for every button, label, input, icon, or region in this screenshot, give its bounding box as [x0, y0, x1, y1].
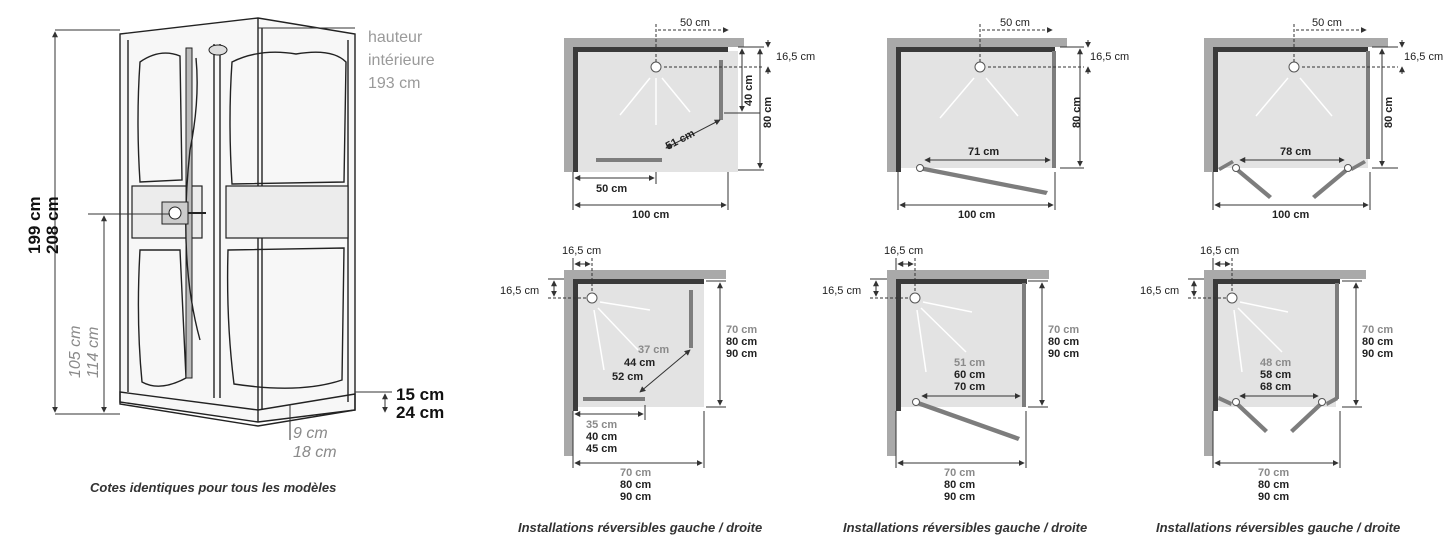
plan-t2-width: 100 cm: [958, 209, 996, 221]
plan-t1-offset: 16,5 cm: [776, 51, 815, 63]
mixer-height-label-b: 114 cm: [85, 327, 102, 378]
inner-height-line3: 193 cm: [368, 75, 420, 92]
plan-b1-depth-b: 80 cm: [726, 336, 757, 348]
total-height-label-b: 208 cm: [43, 196, 62, 254]
plan-t2-depth: 80 cm: [1071, 97, 1083, 128]
plan-t2-top: 50 cm: [1000, 17, 1030, 29]
plan-b1-top-offset: 16,5 cm: [562, 245, 601, 257]
inner-height-line2: intérieure: [368, 52, 435, 69]
caption-1: Installations réversibles gauche / droit…: [518, 520, 762, 535]
plan-bottom-2: [870, 258, 1049, 468]
plan-b3-width-b: 80 cm: [1258, 479, 1289, 491]
cabin-dimensions: [52, 27, 392, 440]
plan-t2-opening: 71 cm: [968, 146, 999, 158]
plan-b3-width-a: 70 cm: [1258, 467, 1289, 479]
plan-bottom-3: [1188, 258, 1366, 468]
plan-t1-width: 100 cm: [632, 209, 670, 221]
plan-b3-left-offset: 16,5 cm: [1140, 285, 1179, 297]
plan-t3-depth: 80 cm: [1383, 97, 1395, 128]
cabin-drawing: [119, 17, 356, 427]
plan-b1-left-offset: 16,5 cm: [500, 285, 539, 297]
plan-b1-diag-b: 44 cm: [624, 357, 655, 369]
plan-b1-diag-c: 52 cm: [612, 371, 643, 383]
plan-b2-opening-b: 60 cm: [954, 369, 985, 381]
plan-b1-width-c: 90 cm: [620, 491, 651, 503]
plan-b2-left-offset: 16,5 cm: [822, 285, 861, 297]
plan-b2-depth-b: 80 cm: [1048, 336, 1079, 348]
plan-top-3: [1204, 24, 1405, 210]
plan-b2-width-b: 80 cm: [944, 479, 975, 491]
plan-t3-opening: 78 cm: [1280, 146, 1311, 158]
plan-top-2: [887, 24, 1091, 210]
plan-b3-top-offset: 16,5 cm: [1200, 245, 1239, 257]
tray-offset-label-b: 18 cm: [293, 444, 337, 461]
plan-t1-depth: 80 cm: [762, 97, 774, 128]
tray-offset-label-a: 9 cm: [293, 425, 328, 442]
plan-b2-depth-a: 70 cm: [1048, 324, 1079, 336]
plan-b2-opening-a: 51 cm: [954, 357, 985, 369]
plan-b2-width-c: 90 cm: [944, 491, 975, 503]
plan-b3-depth-a: 70 cm: [1362, 324, 1393, 336]
plan-t3-top: 50 cm: [1312, 17, 1342, 29]
plan-b3-depth-b: 80 cm: [1362, 336, 1393, 348]
plan-b3-depth-c: 90 cm: [1362, 348, 1393, 360]
plan-b3-opening-a: 48 cm: [1260, 357, 1291, 369]
plan-t2-offset: 16,5 cm: [1090, 51, 1129, 63]
plan-b1-depth-c: 90 cm: [726, 348, 757, 360]
caption-2: Installations réversibles gauche / droit…: [843, 520, 1087, 535]
inner-height-line1: hauteur: [368, 29, 423, 46]
mixer-height-label-a: 105 cm: [67, 326, 84, 378]
plan-b3-width-c: 90 cm: [1258, 491, 1289, 503]
plan-b2-width-a: 70 cm: [944, 467, 975, 479]
plan-b1-diag-a: 37 cm: [638, 344, 669, 356]
plan-t1-top: 50 cm: [680, 17, 710, 29]
plan-t1-bottom-short: 50 cm: [596, 183, 627, 195]
plan-b1-depth-a: 70 cm: [726, 324, 757, 336]
plan-b2-depth-c: 90 cm: [1048, 348, 1079, 360]
plan-top-1: [564, 24, 771, 210]
plan-b1-short-b: 40 cm: [586, 431, 617, 443]
plan-t3-width: 100 cm: [1272, 209, 1310, 221]
plan-b1-short-c: 45 cm: [586, 443, 617, 455]
tray-height-label-a: 15 cm: [396, 385, 444, 404]
plan-b3-opening-c: 68 cm: [1260, 381, 1291, 393]
caption-3: Installations réversibles gauche / droit…: [1156, 520, 1400, 535]
plan-b3-opening-b: 58 cm: [1260, 369, 1291, 381]
plan-b1-short-a: 35 cm: [586, 419, 617, 431]
plan-bottom-1: [548, 258, 726, 468]
plan-b1-width-a: 70 cm: [620, 467, 651, 479]
plan-t3-offset: 16,5 cm: [1404, 51, 1443, 63]
total-height-label-a: 199 cm: [25, 196, 44, 254]
plan-b2-opening-c: 70 cm: [954, 381, 985, 393]
cabin-caption: Cotes identiques pour tous les modèles: [90, 480, 336, 495]
plan-b1-width-b: 80 cm: [620, 479, 651, 491]
plan-t1-side-short: 40 cm: [743, 75, 755, 106]
plan-b2-top-offset: 16,5 cm: [884, 245, 923, 257]
tray-height-label-b: 24 cm: [396, 403, 444, 422]
